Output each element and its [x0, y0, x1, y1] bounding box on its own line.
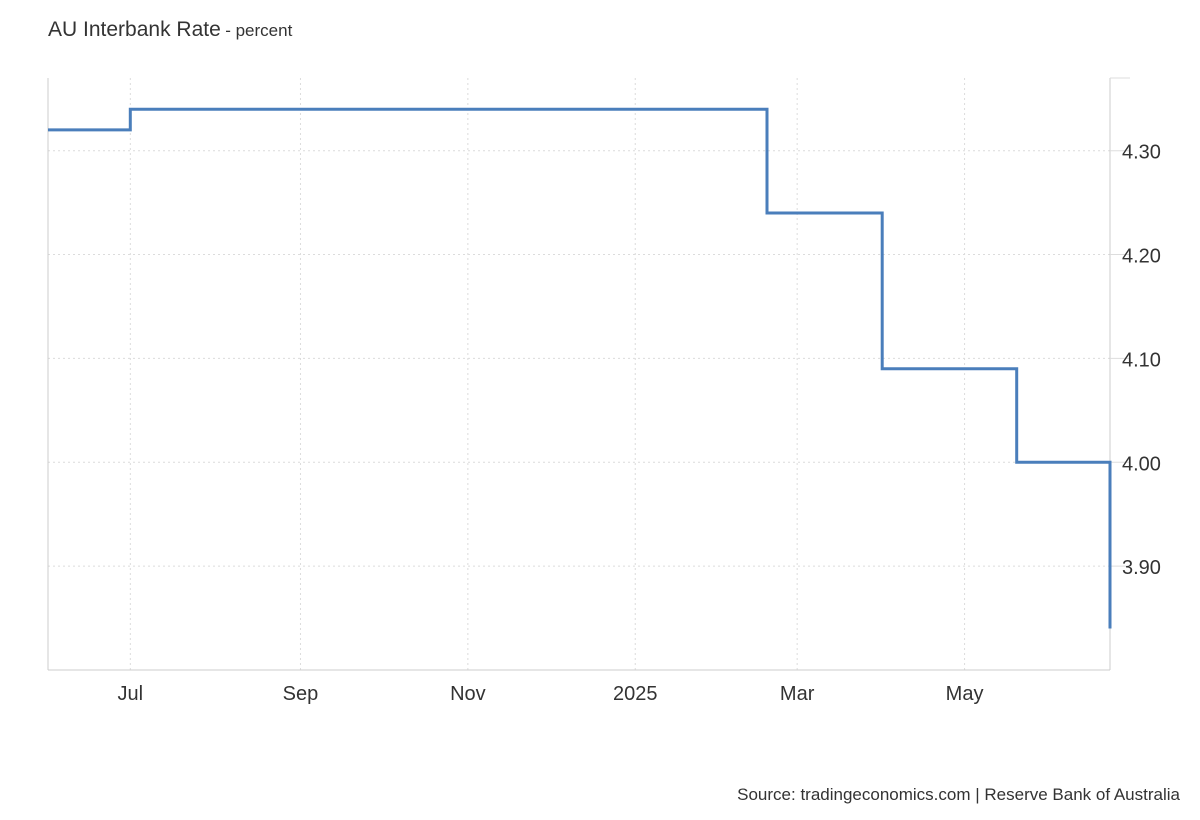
x-tick-label: Mar: [780, 683, 815, 705]
grid: [48, 78, 1110, 670]
y-tick-label: 3.90: [1122, 557, 1161, 579]
axes: [47, 77, 1130, 671]
y-tick-label: 4.30: [1122, 142, 1161, 164]
series-layer: [48, 107, 1112, 629]
source-credit: Source: tradingeconomics.com | Reserve B…: [737, 785, 1180, 804]
y-tick-label: 4.00: [1122, 453, 1161, 475]
chart-subtitle: - percent: [225, 21, 293, 40]
tick-labels: 3.90 4.00 4.10 4.20 4.30 Jul Sep Nov 2025 Mar May: [118, 142, 1161, 705]
y-tick-label: 4.20: [1122, 246, 1161, 268]
chart-title: AU Interbank Rate: [48, 18, 221, 41]
x-tick-label: Jul: [118, 683, 144, 705]
x-tick-label: Sep: [283, 683, 319, 705]
x-tick-label: 2025: [613, 683, 658, 705]
chart-header: AU Interbank Rate - percent: [48, 18, 292, 42]
x-tick-label: May: [946, 683, 984, 705]
y-tick-label: 4.10: [1122, 349, 1161, 371]
series-line: [48, 107, 1112, 629]
x-tick-label: Nov: [450, 683, 486, 705]
